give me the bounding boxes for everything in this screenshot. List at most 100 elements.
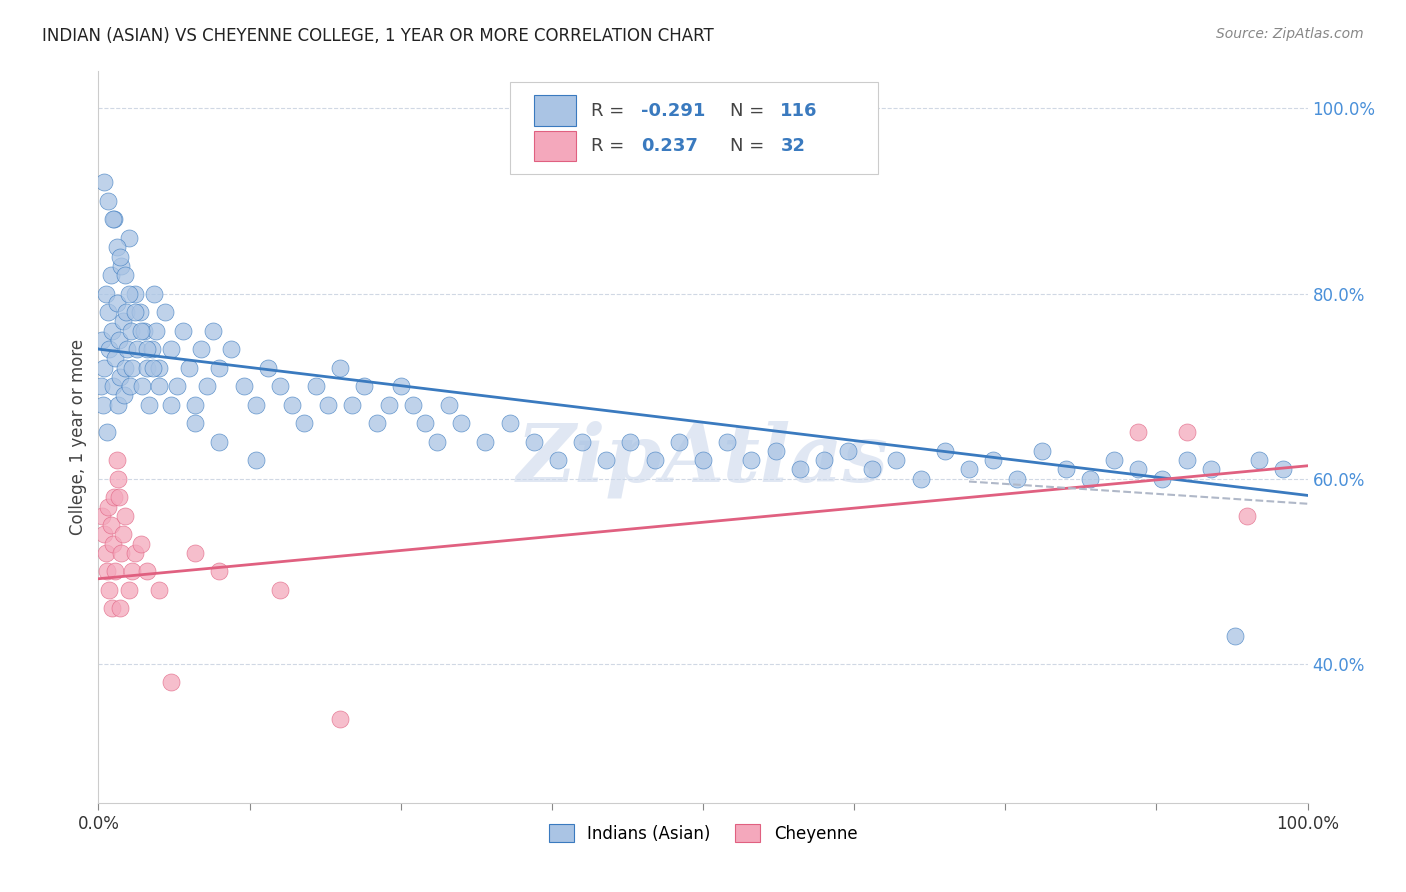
- Point: [91, 398, 114, 412]
- Point: [100, 268, 122, 282]
- Text: R =: R =: [591, 137, 630, 155]
- Point: [142, 360, 165, 375]
- Point: [96, 425, 118, 440]
- Point: [934, 444, 956, 458]
- Point: [153, 305, 176, 319]
- Point: [172, 324, 194, 338]
- Point: [208, 434, 231, 449]
- Text: N =: N =: [730, 102, 769, 120]
- Point: [329, 713, 352, 727]
- FancyBboxPatch shape: [534, 95, 576, 126]
- Point: [131, 379, 153, 393]
- Point: [100, 601, 122, 615]
- Point: [94, 286, 117, 301]
- Point: [103, 490, 125, 504]
- Point: [305, 379, 328, 393]
- Point: [281, 398, 304, 412]
- Point: [1236, 508, 1258, 523]
- Point: [145, 324, 167, 338]
- Point: [402, 398, 425, 412]
- Point: [256, 360, 278, 375]
- Point: [114, 360, 136, 375]
- Point: [107, 472, 129, 486]
- Point: [124, 305, 146, 319]
- Point: [184, 546, 207, 560]
- Point: [94, 546, 117, 560]
- Point: [118, 286, 141, 301]
- Point: [104, 565, 127, 579]
- Point: [143, 286, 166, 301]
- Point: [114, 268, 136, 282]
- Point: [619, 434, 641, 449]
- Point: [981, 453, 1004, 467]
- Point: [121, 360, 143, 375]
- Point: [1007, 472, 1029, 486]
- Point: [110, 546, 132, 560]
- Point: [910, 472, 932, 486]
- Point: [100, 324, 122, 338]
- Point: [316, 398, 339, 412]
- Point: [269, 379, 291, 393]
- Point: [100, 518, 122, 533]
- Text: R =: R =: [591, 102, 630, 120]
- Point: [160, 398, 183, 412]
- Point: [103, 212, 125, 227]
- Point: [184, 416, 207, 430]
- Point: [1128, 462, 1150, 476]
- Point: [1128, 425, 1150, 440]
- Point: [108, 370, 131, 384]
- Point: [108, 250, 131, 264]
- Text: 32: 32: [780, 137, 806, 155]
- Point: [202, 324, 225, 338]
- Point: [98, 582, 121, 597]
- Point: [413, 416, 436, 430]
- Point: [91, 333, 114, 347]
- Point: [437, 398, 460, 412]
- Text: Source: ZipAtlas.com: Source: ZipAtlas.com: [1216, 27, 1364, 41]
- Point: [128, 305, 150, 319]
- Point: [138, 398, 160, 412]
- Point: [108, 601, 131, 615]
- Point: [127, 342, 149, 356]
- Point: [523, 434, 546, 449]
- Point: [148, 582, 170, 597]
- Point: [292, 416, 315, 430]
- Point: [93, 527, 115, 541]
- Point: [141, 342, 163, 356]
- Point: [114, 508, 136, 523]
- Point: [115, 305, 138, 319]
- Text: INDIAN (ASIAN) VS CHEYENNE COLLEGE, 1 YEAR OR MORE CORRELATION CHART: INDIAN (ASIAN) VS CHEYENNE COLLEGE, 1 YE…: [42, 27, 714, 45]
- Y-axis label: College, 1 year or more: College, 1 year or more: [69, 339, 87, 535]
- Point: [886, 453, 908, 467]
- Point: [93, 176, 115, 190]
- Legend: Indians (Asian), Cheyenne: Indians (Asian), Cheyenne: [541, 818, 865, 849]
- Point: [547, 453, 569, 467]
- Point: [118, 379, 141, 393]
- Point: [129, 536, 152, 550]
- Point: [957, 462, 980, 476]
- Point: [117, 342, 139, 356]
- Point: [269, 582, 291, 597]
- Point: [377, 398, 399, 412]
- Point: [245, 398, 267, 412]
- Point: [118, 582, 141, 597]
- Point: [1223, 629, 1246, 643]
- Point: [765, 444, 787, 458]
- Point: [97, 305, 120, 319]
- Text: 116: 116: [780, 102, 818, 120]
- Point: [1199, 462, 1222, 476]
- Point: [101, 379, 124, 393]
- Point: [860, 462, 883, 476]
- Point: [1175, 425, 1198, 440]
- Point: [184, 398, 207, 412]
- Point: [208, 360, 231, 375]
- Point: [789, 462, 811, 476]
- Point: [111, 314, 134, 328]
- Point: [120, 324, 142, 338]
- Point: [93, 360, 115, 375]
- Point: [97, 194, 120, 208]
- Point: [692, 453, 714, 467]
- Point: [148, 379, 170, 393]
- Point: [366, 416, 388, 430]
- Point: [97, 500, 120, 514]
